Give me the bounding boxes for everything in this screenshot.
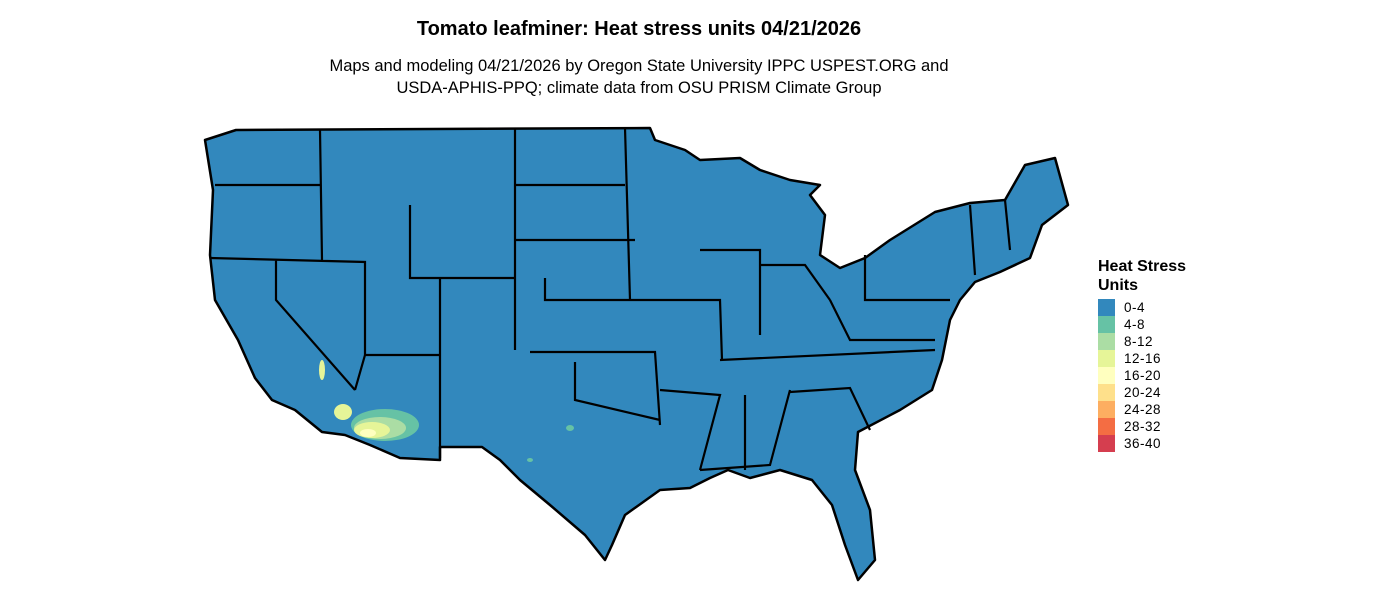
legend-label: 28-32 — [1124, 419, 1162, 434]
legend-title: Heat Stress Units — [1098, 258, 1187, 294]
hotspot-ca-desert — [334, 404, 352, 420]
legend-label: 4-8 — [1124, 317, 1146, 332]
hotspot-tx-1 — [566, 425, 574, 431]
map-title: Tomato leafminer: Heat stress units 04/2… — [416, 18, 862, 40]
legend-item: 24-28 — [1098, 401, 1208, 418]
hotspot-az-16-20 — [360, 429, 376, 437]
subtitle-line-2: USDA-APHIS-PPQ; climate data from OSU PR… — [396, 79, 882, 97]
subtitle-line-1: Maps and modeling 04/21/2026 by Oregon S… — [329, 57, 949, 75]
legend-item: 16-20 — [1098, 367, 1208, 384]
heat-hotspots — [319, 360, 574, 462]
legend-item: 28-32 — [1098, 418, 1208, 435]
legend-item: 0-4 — [1098, 299, 1208, 316]
legend-label: 16-20 — [1124, 368, 1162, 383]
legend-item: 8-12 — [1098, 333, 1208, 350]
legend-label: 0-4 — [1124, 300, 1146, 315]
legend-label: 24-28 — [1124, 402, 1162, 417]
legend-item: 4-8 — [1098, 316, 1208, 333]
legend-item: 36-40 — [1098, 435, 1208, 452]
legend-item: 12-16 — [1098, 350, 1208, 367]
state-borders — [209, 127, 1012, 472]
hotspot-ca-valley — [319, 360, 325, 380]
legend-swatch — [1098, 333, 1115, 350]
hotspot-tx-2 — [527, 458, 533, 462]
map-subtitle: Maps and modeling 04/21/2026 by Oregon S… — [0, 55, 1278, 99]
legend-swatch — [1098, 435, 1115, 452]
legend-swatch — [1098, 350, 1115, 367]
legend-label: 12-16 — [1124, 351, 1162, 366]
legend-item: 20-24 — [1098, 384, 1208, 401]
legend-swatch — [1098, 367, 1115, 384]
legend-swatch — [1098, 384, 1115, 401]
legend-label: 8-12 — [1124, 334, 1154, 349]
legend-label: 20-24 — [1124, 385, 1162, 400]
legend-swatch — [1098, 299, 1115, 316]
legend-swatch — [1098, 316, 1115, 333]
legend-swatch — [1098, 401, 1115, 418]
legend: Heat Stress Units 0-4 4-8 8-12 12-16 16-20 20… — [1098, 257, 1208, 452]
legend-swatch — [1098, 418, 1115, 435]
us-outline — [203, 126, 1070, 582]
legend-label: 36-40 — [1124, 436, 1162, 451]
